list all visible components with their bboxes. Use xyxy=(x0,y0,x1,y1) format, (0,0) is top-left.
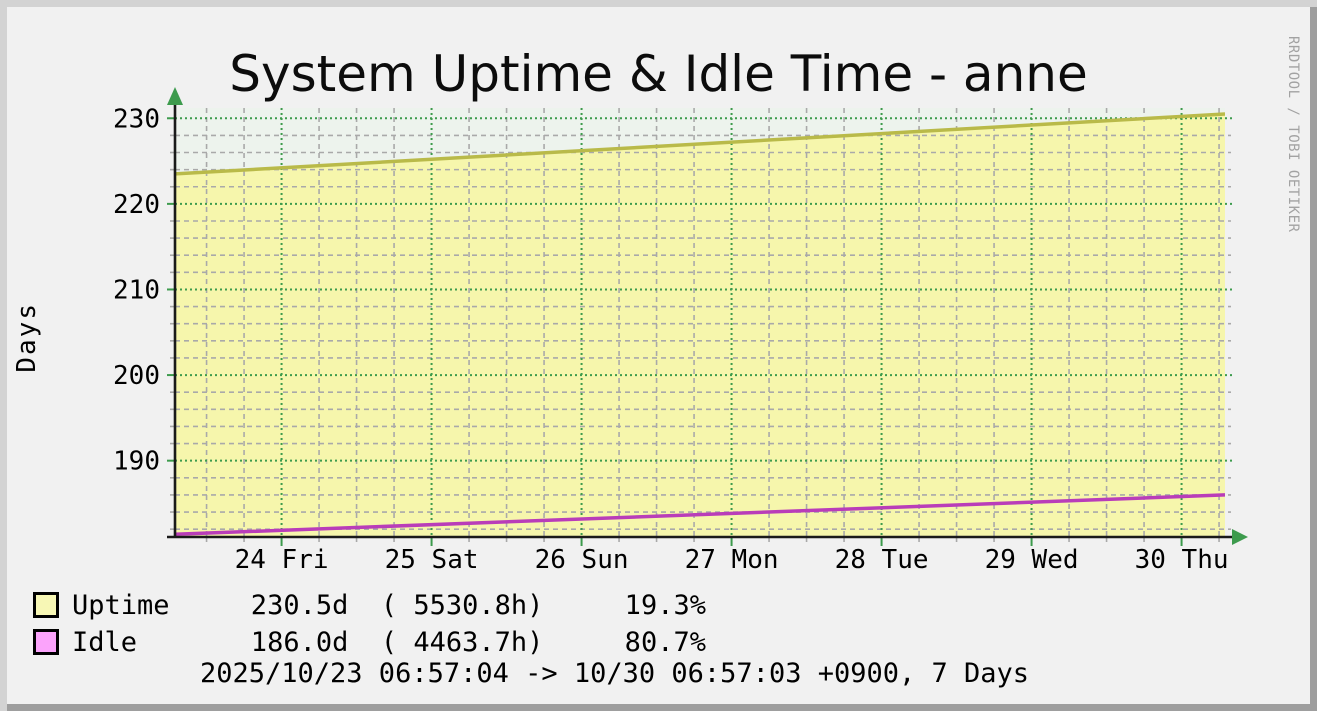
y-tick-label: 220 xyxy=(113,190,160,220)
x-tick-label: 29 Wed xyxy=(985,545,1079,575)
x-tick-label: 25 Sat xyxy=(385,545,479,575)
rrdtool-watermark: RRDTOOL / TOBI OETIKER xyxy=(1285,36,1301,233)
uptime-swatch-icon xyxy=(33,592,59,618)
x-tick-label: 30 Thu xyxy=(1135,545,1229,575)
y-axis-arrow-icon xyxy=(167,87,183,105)
uptime-legend-text: Uptime 230.5d ( 5530.8h) 19.3% xyxy=(72,589,706,621)
x-tick-label: 28 Tue xyxy=(835,545,929,575)
x-axis-arrow-icon xyxy=(1232,529,1248,545)
idle-swatch-icon xyxy=(33,629,59,655)
legend-row-idle: Idle 186.0d ( 4463.7h) 80.7% xyxy=(33,626,706,658)
graph-title: System Uptime & Idle Time - anne xyxy=(229,45,1088,103)
legend-row-uptime: Uptime 230.5d ( 5530.8h) 19.3% xyxy=(33,589,706,621)
x-tick-label: 27 Mon xyxy=(685,545,779,575)
x-tick-label: 26 Sun xyxy=(535,545,629,575)
uptime-area xyxy=(175,113,1225,536)
y-tick-label: 230 xyxy=(113,104,160,134)
y-tick-label: 200 xyxy=(113,361,160,391)
time-range-caption: 2025/10/23 06:57:04 -> 10/30 06:57:03 +0… xyxy=(200,658,1030,689)
uptime-line xyxy=(175,112,1225,176)
idle-line xyxy=(175,493,1225,536)
y-tick-label: 210 xyxy=(113,275,160,305)
x-tick-label: 24 Fri xyxy=(235,545,329,575)
idle-legend-text: Idle 186.0d ( 4463.7h) 80.7% xyxy=(72,626,706,658)
y-tick-label: 190 xyxy=(113,447,160,477)
